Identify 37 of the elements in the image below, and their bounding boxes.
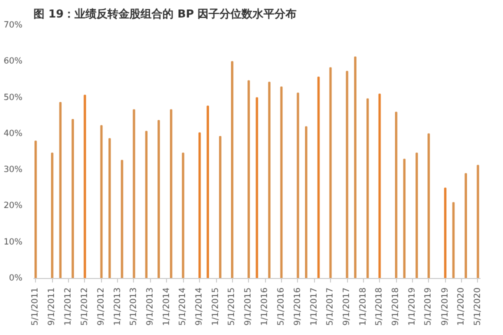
x-tick-label: 5/1/2014 <box>178 287 188 326</box>
y-tick-label: 70% <box>4 20 23 30</box>
x-tick-label: 9/1/2018 <box>391 287 402 326</box>
x-tick-label: 1/1/2019 <box>408 287 418 326</box>
y-tick-label: 0% <box>9 274 23 284</box>
x-tick-label: 5/1/2011 <box>30 287 41 326</box>
x-tick-label: 5/1/2019 <box>424 287 434 326</box>
x-tick-label: 1/1/2020 <box>456 287 467 326</box>
x-tick-label: 1/1/2012 <box>64 287 74 326</box>
x-tick-label: 1/1/2016 <box>260 287 270 326</box>
x-tick-label: 9/1/2012 <box>96 287 106 326</box>
x-tick-label: 5/1/2020 <box>472 287 483 326</box>
y-tick-label: 20% <box>4 201 23 212</box>
y-tick-label: 30% <box>4 165 23 176</box>
x-tick-label: 1/1/2013 <box>112 287 123 326</box>
y-tick-label: 50% <box>4 92 23 103</box>
y-tick-label: 60% <box>4 56 23 67</box>
x-tick-label: 5/1/2012 <box>80 287 90 326</box>
y-tick-label: 10% <box>4 237 23 248</box>
chart-title: 图 19：业绩反转金股组合的 BP 因子分位数水平分布 <box>34 8 297 20</box>
x-tick-label: 1/1/2017 <box>309 287 320 326</box>
x-tick-label: 5/1/2013 <box>128 287 139 326</box>
y-tick-label: 40% <box>4 128 23 139</box>
x-tick-label: 9/1/2019 <box>440 287 450 326</box>
x-tick-label: 9/1/2014 <box>194 287 205 326</box>
x-tick-label: 5/1/2018 <box>374 287 385 326</box>
x-tick-label: 9/1/2013 <box>146 287 156 326</box>
x-tick-label: 1/1/2015 <box>211 287 222 326</box>
x-tick-label: 1/1/2014 <box>162 287 172 326</box>
x-tick-label: 9/1/2017 <box>342 287 352 326</box>
x-tick-label: 9/1/2016 <box>292 287 303 326</box>
x-tick-label: 5/1/2016 <box>276 287 286 326</box>
x-tick-label: 5/1/2017 <box>326 287 336 326</box>
x-tick-label: 9/1/2015 <box>244 287 254 326</box>
x-tick-label: 9/1/2011 <box>47 287 58 326</box>
x-tick-label: 5/1/2015 <box>227 287 238 326</box>
x-tick-label: 1/1/2018 <box>358 287 368 326</box>
